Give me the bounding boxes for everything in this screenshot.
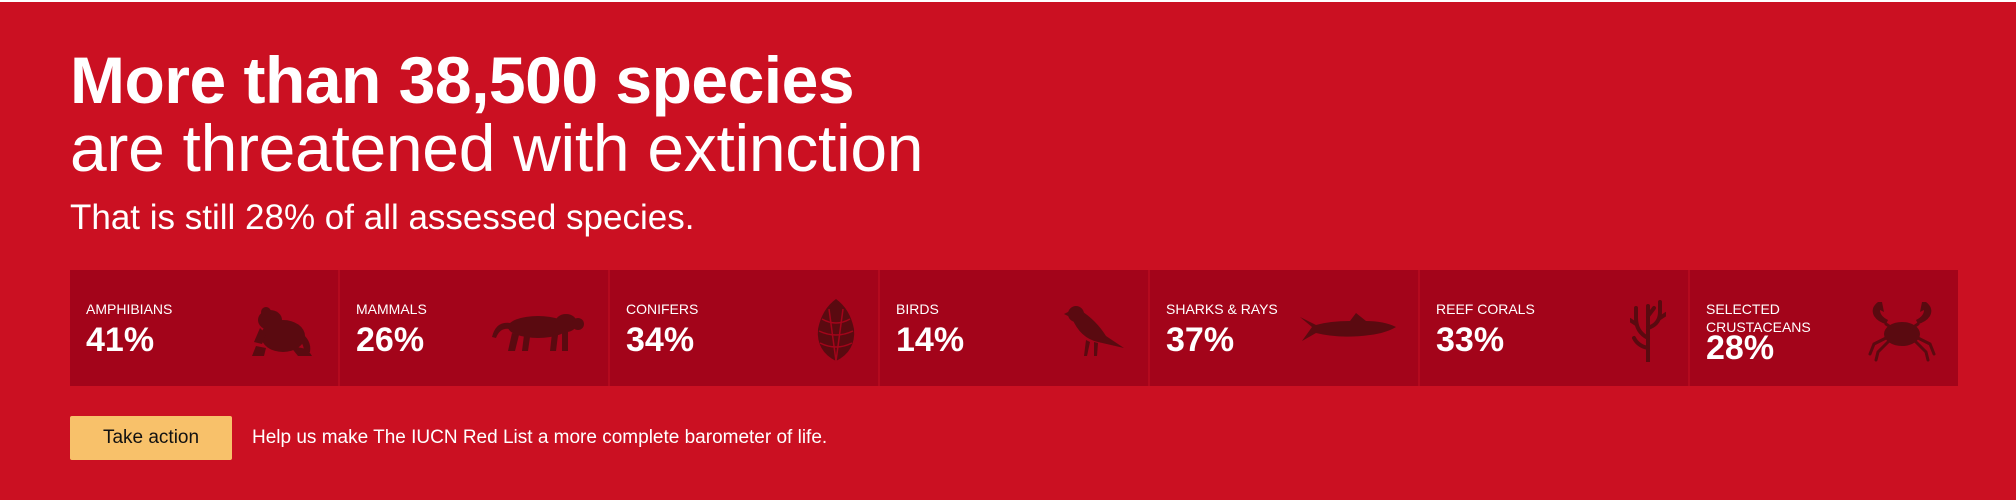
stat-label: MAMMALS	[356, 301, 427, 317]
tiger-icon	[476, 294, 586, 366]
stat-label: SELECTED CRUSTACEANS	[1706, 301, 1811, 335]
stat-label: BIRDS	[896, 301, 939, 317]
bird-icon	[1016, 294, 1126, 366]
stat-value: 28%	[1706, 329, 1775, 367]
frog-icon	[206, 294, 316, 366]
stat-conifers: CONIFERS 34%	[610, 270, 880, 386]
stat-value: 37%	[1166, 321, 1235, 359]
take-action-button[interactable]: Take action	[70, 416, 232, 460]
stat-selected-crustaceans: SELECTED CRUSTACEANS 28%	[1690, 270, 1958, 386]
subheadline: are threatened with extinction	[70, 111, 924, 185]
headline: More than 38,500 species	[70, 43, 855, 117]
stat-value: 34%	[626, 321, 695, 359]
tagline: That is still 28% of all assessed specie…	[70, 198, 695, 237]
cta-text: Help us make The IUCN Red List a more co…	[252, 427, 828, 448]
stat-label: AMPHIBIANS	[86, 301, 173, 317]
stats-strip: AMPHIBIANS 41% MAMMALS 26%	[70, 270, 1958, 386]
stat-value: 26%	[356, 321, 425, 359]
coral-icon	[1556, 294, 1666, 366]
stat-label: REEF CORALS	[1436, 301, 1535, 317]
stat-label: CONIFERS	[626, 301, 699, 317]
stat-value: 33%	[1436, 321, 1505, 359]
stat-mammals: MAMMALS 26%	[340, 270, 610, 386]
stat-label: SHARKS & RAYS	[1166, 301, 1278, 317]
pine-cone-icon	[746, 294, 856, 366]
cta-row: Take action Help us make The IUCN Red Li…	[70, 416, 827, 460]
stat-reef-corals: REEF CORALS 33%	[1420, 270, 1690, 386]
crab-icon	[1826, 294, 1936, 366]
stat-amphibians: AMPHIBIANS 41%	[70, 270, 340, 386]
stat-sharks-rays: SHARKS & RAYS 37%	[1150, 270, 1420, 386]
stat-value: 14%	[896, 321, 965, 359]
shark-icon	[1286, 294, 1396, 366]
stat-value: 41%	[86, 321, 155, 359]
stat-birds: BIRDS 14%	[880, 270, 1150, 386]
